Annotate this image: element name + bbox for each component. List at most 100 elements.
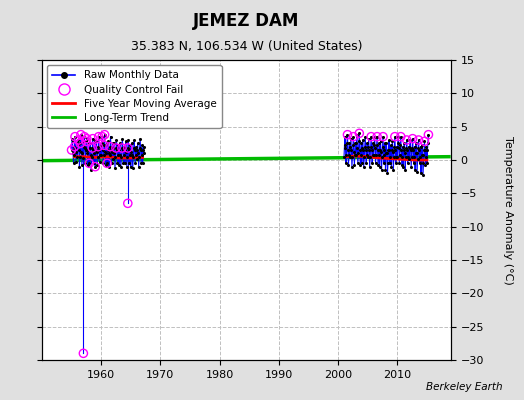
Point [113, 160, 122, 166]
Point [416, 154, 424, 160]
Point [118, 145, 126, 151]
Point [403, 160, 412, 166]
Point [95, 159, 104, 165]
Point [111, 165, 119, 171]
Point [424, 140, 432, 146]
Point [106, 144, 114, 150]
Point [412, 150, 421, 156]
Point [117, 164, 125, 170]
Point [391, 134, 399, 140]
Point [422, 144, 431, 150]
Point [100, 142, 108, 148]
Point [118, 136, 127, 142]
Point [362, 147, 370, 153]
Point [366, 154, 374, 160]
Point [97, 152, 105, 158]
Point [412, 140, 420, 146]
Point [94, 134, 103, 140]
Point [110, 140, 118, 146]
Point [406, 137, 414, 143]
Point [99, 160, 107, 166]
Point [364, 154, 372, 160]
Point [363, 152, 371, 158]
Point [83, 150, 92, 156]
Point [384, 147, 392, 153]
Point [388, 138, 397, 144]
Point [370, 134, 379, 140]
Point [353, 145, 362, 151]
Point [70, 144, 79, 150]
Point [417, 152, 425, 158]
Point [86, 152, 95, 158]
Point [114, 142, 123, 148]
Point [409, 160, 418, 166]
Point [75, 147, 83, 153]
Point [88, 145, 96, 151]
Text: Berkeley Earth: Berkeley Earth [427, 382, 503, 392]
Point [387, 142, 395, 148]
Point [120, 144, 128, 150]
Point [357, 152, 365, 158]
Point [93, 154, 102, 160]
Point [356, 147, 364, 153]
Point [85, 160, 93, 166]
Point [396, 142, 405, 148]
Point [410, 144, 419, 150]
Point [94, 144, 102, 150]
Point [124, 137, 133, 143]
Point [71, 134, 79, 140]
Point [346, 154, 354, 160]
Point [83, 136, 91, 142]
Point [124, 200, 132, 206]
Point [344, 147, 352, 153]
Point [95, 147, 103, 153]
Point [87, 167, 95, 173]
Point [395, 145, 403, 151]
Point [377, 149, 385, 155]
Point [96, 142, 105, 148]
Point [110, 145, 118, 151]
Point [118, 147, 127, 153]
Point [81, 145, 89, 151]
Point [349, 134, 357, 140]
Point [402, 145, 410, 151]
Point [404, 154, 412, 160]
Point [383, 150, 391, 156]
Point [121, 160, 129, 166]
Point [122, 149, 130, 155]
Point [133, 147, 141, 153]
Point [421, 147, 429, 153]
Point [384, 160, 392, 166]
Point [126, 142, 135, 148]
Point [355, 138, 363, 144]
Point [89, 147, 97, 153]
Point [129, 154, 137, 160]
Point [92, 138, 101, 144]
Point [130, 137, 138, 143]
Point [119, 152, 128, 158]
Point [388, 147, 396, 153]
Point [393, 154, 401, 160]
Point [391, 134, 399, 140]
Point [68, 147, 76, 153]
Point [108, 149, 116, 155]
Point [343, 140, 351, 146]
Point [82, 138, 91, 144]
Point [372, 160, 380, 166]
Point [121, 147, 129, 153]
Point [125, 160, 134, 166]
Point [129, 145, 138, 151]
Point [116, 152, 125, 158]
Point [366, 144, 375, 150]
Point [94, 144, 102, 150]
Point [405, 156, 413, 162]
Point [110, 150, 118, 156]
Point [350, 162, 358, 168]
Point [70, 152, 78, 158]
Point [402, 137, 411, 143]
Point [424, 132, 433, 138]
Point [107, 147, 115, 153]
Point [139, 147, 147, 153]
Point [380, 152, 389, 158]
Point [74, 137, 83, 143]
